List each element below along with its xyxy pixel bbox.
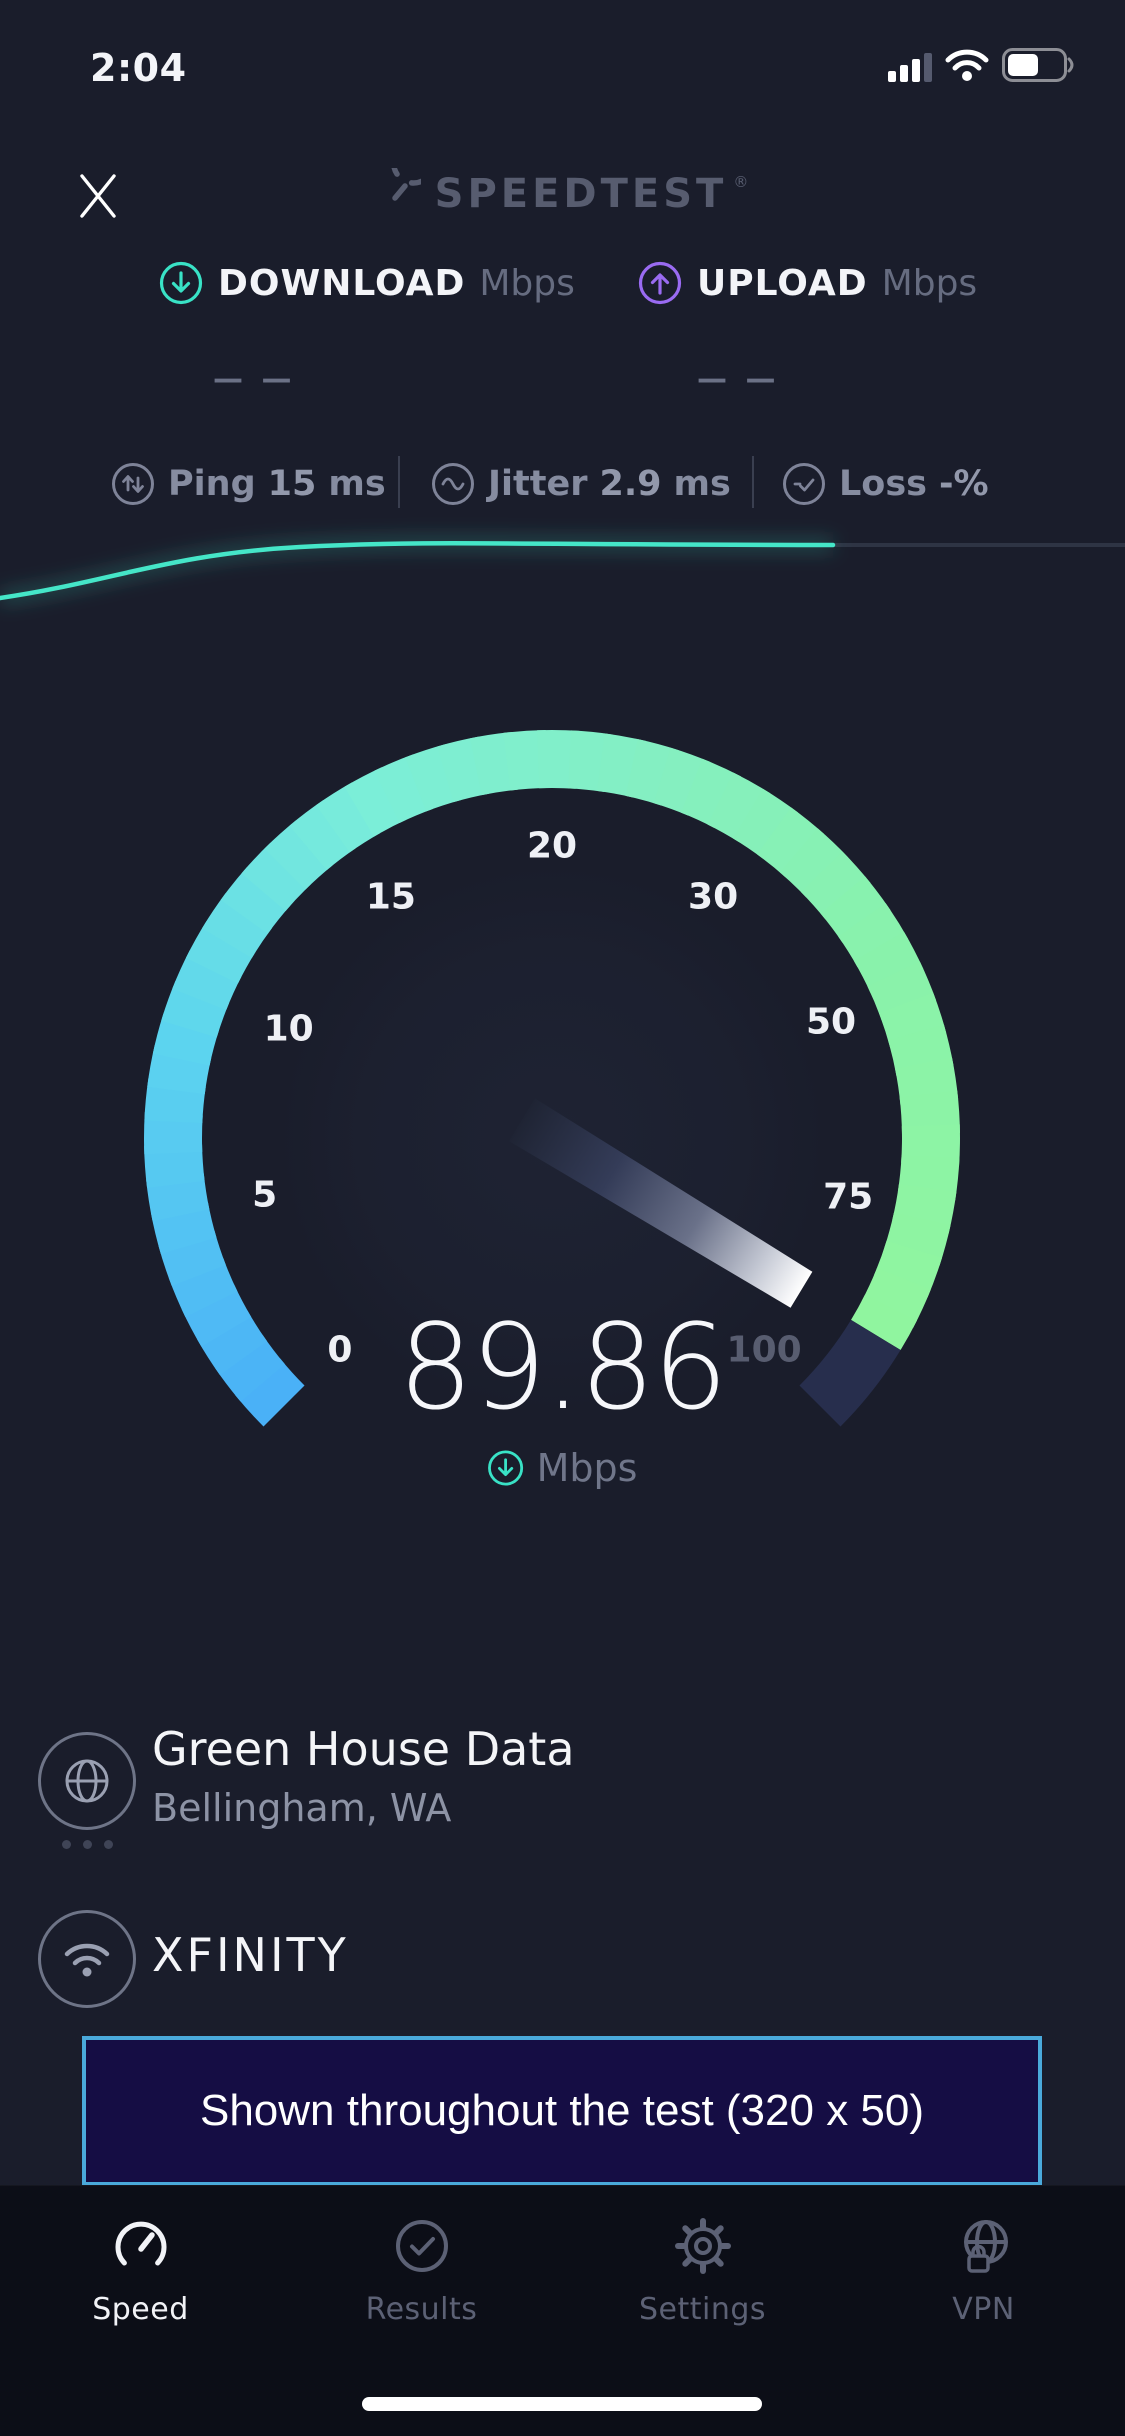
gauge-tick-label: 0 bbox=[327, 1329, 353, 1371]
gauge-tick-label: 100 bbox=[726, 1329, 802, 1371]
loss-icon bbox=[783, 463, 825, 505]
tab-settings[interactable]: Settings bbox=[562, 2214, 843, 2327]
ping-icon bbox=[112, 463, 154, 505]
globe-icon bbox=[65, 1759, 109, 1803]
speedtest-logo: SPEEDTEST ® bbox=[0, 168, 1125, 220]
ping-stat: Ping 15 ms bbox=[110, 458, 386, 510]
status-icons bbox=[888, 48, 1076, 86]
speedtest-logo-icon bbox=[390, 168, 421, 201]
download-value-placeholder: — — bbox=[213, 362, 296, 397]
speed-gauge bbox=[144, 730, 960, 1427]
ad-banner[interactable]: Shown throughout the test (320 x 50) bbox=[82, 2036, 1042, 2186]
ad-banner-text: Shown throughout the test (320 x 50) bbox=[199, 2086, 925, 2135]
tab-vpn-label: VPN bbox=[952, 2292, 1015, 2327]
wifi-icon bbox=[64, 1943, 110, 1977]
download-icon bbox=[488, 1450, 524, 1486]
gauge-needle bbox=[509, 1098, 813, 1308]
vpn-globe-lock-icon bbox=[963, 2220, 1008, 2273]
tab-results[interactable]: Results bbox=[281, 2214, 562, 2327]
server-row-icon-wrap bbox=[38, 1732, 136, 1830]
upload-unit: Mbps bbox=[881, 262, 978, 304]
server-name: Green House Data bbox=[152, 1722, 575, 1776]
upload-label: UPLOAD bbox=[697, 262, 868, 304]
tab-settings-label: Settings bbox=[638, 2292, 767, 2327]
close-button[interactable] bbox=[66, 164, 130, 228]
close-icon bbox=[80, 174, 116, 218]
upload-icon bbox=[638, 261, 682, 305]
jitter-unit: ms bbox=[673, 464, 731, 504]
jitter-icon bbox=[432, 463, 474, 505]
gauge-tick-label: 75 bbox=[823, 1176, 874, 1218]
divider bbox=[398, 456, 400, 508]
registered-mark: ® bbox=[733, 173, 749, 191]
gauge-tick-label: 20 bbox=[526, 825, 578, 867]
speedometer-icon bbox=[115, 2221, 166, 2266]
tab-bar: Speed Results Settings bbox=[0, 2185, 1125, 2436]
ping-unit: ms bbox=[328, 464, 386, 504]
gear-icon bbox=[674, 2218, 731, 2274]
speed-progress-chart bbox=[0, 536, 1125, 605]
gauge-tick-label: 5 bbox=[252, 1174, 278, 1216]
isp-name: XFINITY bbox=[152, 1928, 349, 1982]
tab-speed-label: Speed bbox=[92, 2292, 189, 2327]
battery-icon bbox=[1002, 48, 1076, 86]
tab-results-label: Results bbox=[365, 2292, 478, 2327]
gauge-tick-label: 15 bbox=[365, 876, 416, 918]
jitter-value: 2.9 bbox=[599, 464, 662, 504]
download-unit: Mbps bbox=[479, 262, 575, 304]
gauge-tick-label: 30 bbox=[688, 876, 739, 918]
loss-label: Loss bbox=[839, 464, 928, 504]
loss-stat: Loss -% bbox=[781, 458, 989, 510]
server-options-dots[interactable] bbox=[62, 1840, 113, 1849]
status-time: 2:04 bbox=[90, 46, 187, 90]
tab-vpn[interactable]: VPN bbox=[843, 2214, 1124, 2327]
check-circle-icon bbox=[395, 2220, 448, 2272]
gauge-tick-label: 50 bbox=[805, 1001, 857, 1043]
download-header: DOWNLOAD Mbps bbox=[158, 256, 575, 310]
logo-text: SPEEDTEST bbox=[434, 171, 728, 217]
tab-speed[interactable]: Speed bbox=[0, 2214, 281, 2327]
upload-header: UPLOAD Mbps bbox=[637, 256, 977, 310]
ping-value: 15 bbox=[267, 464, 317, 504]
gauge-tick-label: 10 bbox=[263, 1008, 314, 1050]
home-indicator[interactable] bbox=[362, 2397, 762, 2411]
download-label: DOWNLOAD bbox=[218, 262, 466, 304]
wifi-icon bbox=[944, 48, 990, 86]
current-speed-unit: Mbps bbox=[536, 1446, 638, 1490]
ping-label: Ping bbox=[168, 464, 256, 504]
server-location: Bellingham, WA bbox=[152, 1786, 452, 1830]
current-speed-unit-row: Mbps bbox=[487, 1446, 638, 1490]
jitter-label: Jitter bbox=[488, 464, 588, 504]
upload-value-placeholder: — — bbox=[697, 362, 780, 397]
divider bbox=[752, 456, 754, 508]
current-speed-value: 89.86 bbox=[398, 1298, 728, 1436]
download-icon bbox=[159, 261, 203, 305]
loss-value: -% bbox=[939, 464, 989, 504]
isp-row-icon-wrap bbox=[38, 1910, 136, 2008]
cellular-signal-icon bbox=[888, 52, 932, 82]
jitter-stat: Jitter 2.9 ms bbox=[430, 458, 731, 510]
